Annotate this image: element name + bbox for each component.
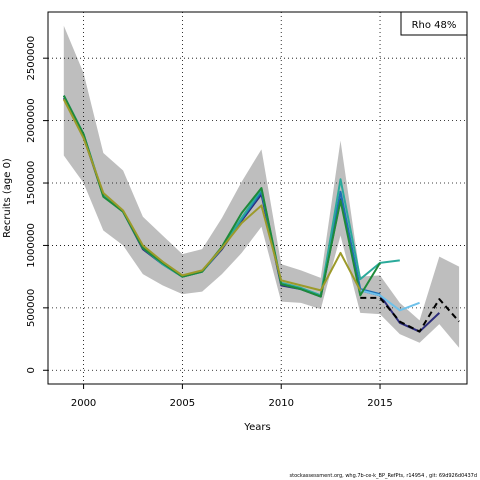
footer-caption: stockassessment.org, whg.7b-ce-k_BP_RefP…: [289, 473, 477, 479]
axes: 2000 2005 2010 2015 0 500000 1000000 1500000 200…: [26, 36, 393, 409]
y-tick-label: 1000000: [26, 223, 37, 268]
series-line-3: [360, 289, 420, 312]
y-axis-label: Recruits (age 0): [2, 158, 13, 238]
confidence-band: [63, 25, 460, 348]
x-tick-label: 2005: [170, 398, 195, 409]
confidence-band-area: [63, 25, 460, 348]
series-lines: [62, 95, 460, 333]
y-tick-label: 1500000: [26, 161, 37, 206]
y-tick-label: 2500000: [26, 36, 37, 81]
series-line-6: [62, 98, 362, 292]
y-tick-label: 2000000: [26, 98, 37, 143]
plot-frame: [47, 11, 468, 385]
legend-box: [400, 11, 468, 36]
x-tick-label: 2015: [367, 398, 392, 409]
series-line-7: [360, 296, 460, 333]
y-tick-label: 0: [26, 367, 37, 373]
x-tick-label: 2010: [268, 398, 293, 409]
legend-text: Rho 48%: [412, 20, 457, 31]
x-axis-label: Years: [243, 422, 270, 433]
y-tick-label: 500000: [26, 289, 37, 327]
legend: Rho 48%: [400, 11, 468, 36]
x-tick-label: 2000: [71, 398, 96, 409]
